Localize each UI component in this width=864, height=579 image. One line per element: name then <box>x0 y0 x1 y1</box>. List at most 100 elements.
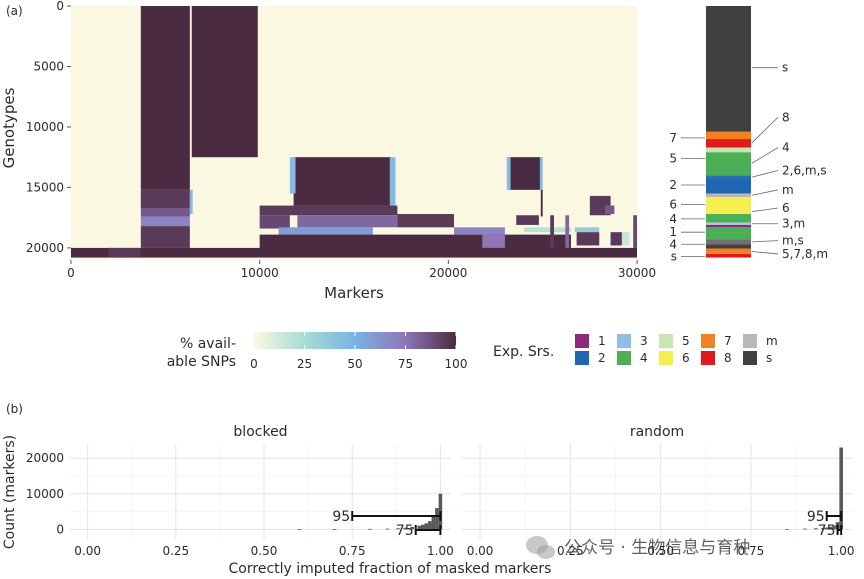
heatmap-x-tick-label: 0 <box>67 266 75 280</box>
heatmap-block <box>516 215 539 225</box>
histogram-panel <box>70 444 451 540</box>
heatmap-x-axis-label: Markers <box>324 284 384 302</box>
heatmap-block <box>506 157 511 190</box>
series-right-label: 4 <box>782 141 790 155</box>
series-segment <box>706 178 751 194</box>
colorbar-tick-label: 100 <box>445 357 468 371</box>
heatmap-block <box>523 227 571 233</box>
histogram-x-tick-label: 0.75 <box>339 544 366 558</box>
histogram-x-tick-label: 0.50 <box>251 544 278 558</box>
heatmap-block <box>191 6 258 158</box>
heatmap-block <box>289 157 296 194</box>
histogram-bar <box>421 524 425 530</box>
series-right-leader <box>751 116 779 143</box>
heatmap-block <box>140 207 190 217</box>
heatmap-block <box>453 227 505 235</box>
series-segment <box>706 239 751 245</box>
heatmap-y-tick-label: 10000 <box>26 120 64 134</box>
histogram-bar <box>839 447 843 530</box>
histogram-bar <box>332 529 337 530</box>
series-right-leader <box>751 147 779 164</box>
legend-swatch <box>743 351 757 365</box>
heatmap-block <box>140 189 190 208</box>
series-left-label: 7 <box>669 131 677 145</box>
legend-label: 8 <box>724 351 732 365</box>
heatmap-block <box>71 247 637 258</box>
heatmap-y-axis: 0 5000 10000 15000 20000 <box>26 0 71 255</box>
series-legend: Exp. Srs. 1 2 3 4 5 6 7 8 ms <box>493 334 778 365</box>
genotype-marker-heatmap: 0 10000 20000 30000 0 5000 10000 15000 20000 Ma… <box>0 0 656 302</box>
colorbar-ticks: 0 25 50 75 100 <box>250 332 467 371</box>
histogram-x-tick-label: 0.50 <box>647 544 674 558</box>
series-segment <box>706 152 751 176</box>
colorbar-tick-label: 75 <box>398 357 413 371</box>
heatmap-block <box>565 215 570 248</box>
heatmap-block <box>278 227 373 235</box>
legend-label: 1 <box>598 334 606 348</box>
series-left-label: s <box>671 249 677 263</box>
histogram-x-tick-label: 0.25 <box>162 544 189 558</box>
interval-label: 75 <box>396 523 414 539</box>
histogram-bar <box>832 525 836 530</box>
histogram-x-axis-label: Correctly imputed fraction of masked mar… <box>229 561 552 577</box>
colorbar-title-line2: able SNPs <box>167 354 236 370</box>
legend-label: 4 <box>640 351 648 365</box>
heatmap-block <box>508 157 541 190</box>
legend-label: 6 <box>682 351 690 365</box>
legend-swatch <box>575 334 589 348</box>
series-segment <box>706 193 751 198</box>
histogram-bar <box>431 516 436 530</box>
histogram-bar <box>814 528 818 530</box>
series-segment <box>706 6 751 132</box>
series-right-label: 3,m <box>782 217 805 231</box>
interval-label: 95 <box>807 509 825 525</box>
series-right-label: m <box>782 183 794 197</box>
heatmap-block <box>259 215 290 229</box>
legend-swatch <box>575 351 589 365</box>
series-right-label: 6 <box>782 201 790 215</box>
histogram-x-tick-label: 1.00 <box>427 544 454 558</box>
histogram-bar <box>435 508 439 530</box>
histogram-y-tick-label: 0 <box>56 522 64 536</box>
histogram-bar <box>428 521 432 530</box>
series-right-leader <box>751 240 779 243</box>
series-segment <box>706 253 751 258</box>
histogram-bar <box>424 523 429 530</box>
histogram-x-tick-label: 0.25 <box>557 544 584 558</box>
facet-title: blocked <box>233 424 287 440</box>
legend-swatch <box>743 334 757 348</box>
series-segment <box>706 248 751 254</box>
heatmap-y-tick-label: 15000 <box>26 180 64 194</box>
histogram-bar <box>803 528 807 530</box>
heatmap-x-tick-label: 30000 <box>618 266 656 280</box>
series-segment <box>706 214 751 223</box>
heatmap-y-tick-label: 5000 <box>33 59 64 73</box>
heatmap-block <box>482 234 505 248</box>
series-right-label: m,s <box>782 234 804 248</box>
heatmap-block <box>539 157 543 190</box>
series-segment <box>706 244 751 249</box>
histogram-x-tick-label: 0.00 <box>74 544 101 558</box>
heatmap-x-tick-label: 20000 <box>429 266 467 280</box>
panel-b-tag: (b) <box>6 402 23 416</box>
heatmap-block <box>550 215 554 248</box>
histogram-bar <box>368 528 372 530</box>
legend-label: 2 <box>598 351 606 365</box>
heatmap-block <box>189 189 193 215</box>
colorbar-tick-label: 50 <box>347 357 362 371</box>
legend-label: m <box>766 334 778 348</box>
histogram-y-tick-label: 20000 <box>26 451 64 465</box>
histogram-bar <box>396 528 400 530</box>
heatmap-block <box>576 232 600 246</box>
heatmap-block <box>574 227 600 233</box>
series-left-label: 1 <box>669 225 677 239</box>
histogram-x-tick-label: 0.00 <box>467 544 494 558</box>
heatmap-x-tick-label: 10000 <box>241 266 279 280</box>
heatmap-block <box>140 216 190 227</box>
series-right-leader <box>751 189 779 196</box>
histogram-y-axis: 0 10000 20000 <box>26 451 64 536</box>
heatmap-blocks <box>71 6 637 260</box>
